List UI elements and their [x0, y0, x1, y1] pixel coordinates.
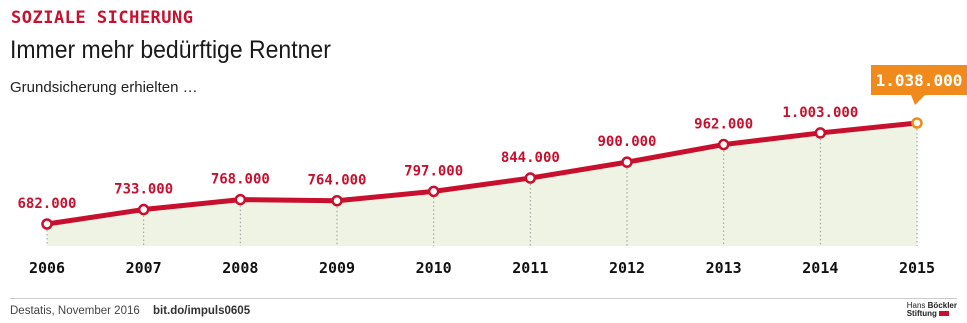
data-point-2011 — [524, 172, 537, 184]
data-point-2013 — [717, 138, 730, 151]
data-point-2007 — [137, 203, 150, 216]
x-tick-2006: 2006 — [29, 259, 65, 277]
value-label-2011: 844.000 — [501, 150, 560, 166]
series-line — [44, 120, 920, 227]
data-point-2008 — [234, 193, 247, 206]
line-chart: 682.000 733.000 768.000 764.000 797.000 844.0… — [17, 65, 967, 277]
value-label-2014: 1.003.000 — [782, 105, 858, 121]
logo-line1-bold: Böckler — [927, 301, 957, 310]
source-note: Destatis, November 2016 bit.do/impuls060… — [10, 305, 250, 317]
chart-title: Immer mehr bedürftige Rentner — [10, 36, 331, 64]
x-tick-2013: 2013 — [706, 259, 742, 277]
publisher-logo: Hans Böckler Stiftung — [907, 302, 957, 318]
x-tick-2010: 2010 — [416, 259, 452, 277]
value-label-2010: 797.000 — [404, 163, 463, 179]
source-text: Destatis, November 2016 — [10, 305, 140, 317]
logo-mark — [938, 311, 949, 317]
logo-line1-light: Hans — [906, 301, 926, 310]
x-tick-2015: 2015 — [899, 259, 935, 277]
value-label-2006: 682.000 — [17, 196, 76, 212]
data-point-2009 — [331, 194, 343, 207]
chart-subtitle: Grundsicherung erhielten … — [10, 79, 198, 96]
footer-divider — [10, 298, 957, 299]
source-link[interactable]: bit.do/impuls0605 — [152, 305, 251, 317]
area-fill — [47, 123, 917, 246]
x-tick-2008: 2008 — [222, 259, 258, 277]
value-label-2015: 1.038.000 — [876, 71, 963, 90]
data-point-2012 — [621, 156, 633, 168]
value-label-2008: 768.000 — [211, 172, 270, 188]
x-tick-2012: 2012 — [609, 259, 645, 277]
x-tick-2011: 2011 — [512, 259, 548, 277]
logo-line2: Stiftung — [906, 309, 937, 318]
data-point-2010 — [427, 185, 440, 198]
data-point-2014 — [814, 127, 827, 139]
highlight-callout — [871, 65, 967, 95]
value-label-2007: 733.000 — [114, 182, 173, 198]
data-point-2015 — [911, 117, 923, 129]
x-tick-2007: 2007 — [126, 259, 162, 277]
x-tick-2009: 2009 — [319, 259, 355, 277]
x-tick-2014: 2014 — [802, 259, 838, 277]
value-label-2012: 900.000 — [597, 134, 656, 150]
value-label-2009: 764.000 — [307, 173, 366, 189]
chart-kicker: SOZIALE SICHERUNG — [11, 8, 194, 28]
callout-pointer — [911, 95, 925, 105]
value-label-2013: 962.000 — [694, 117, 753, 133]
data-point-2006 — [41, 218, 53, 230]
